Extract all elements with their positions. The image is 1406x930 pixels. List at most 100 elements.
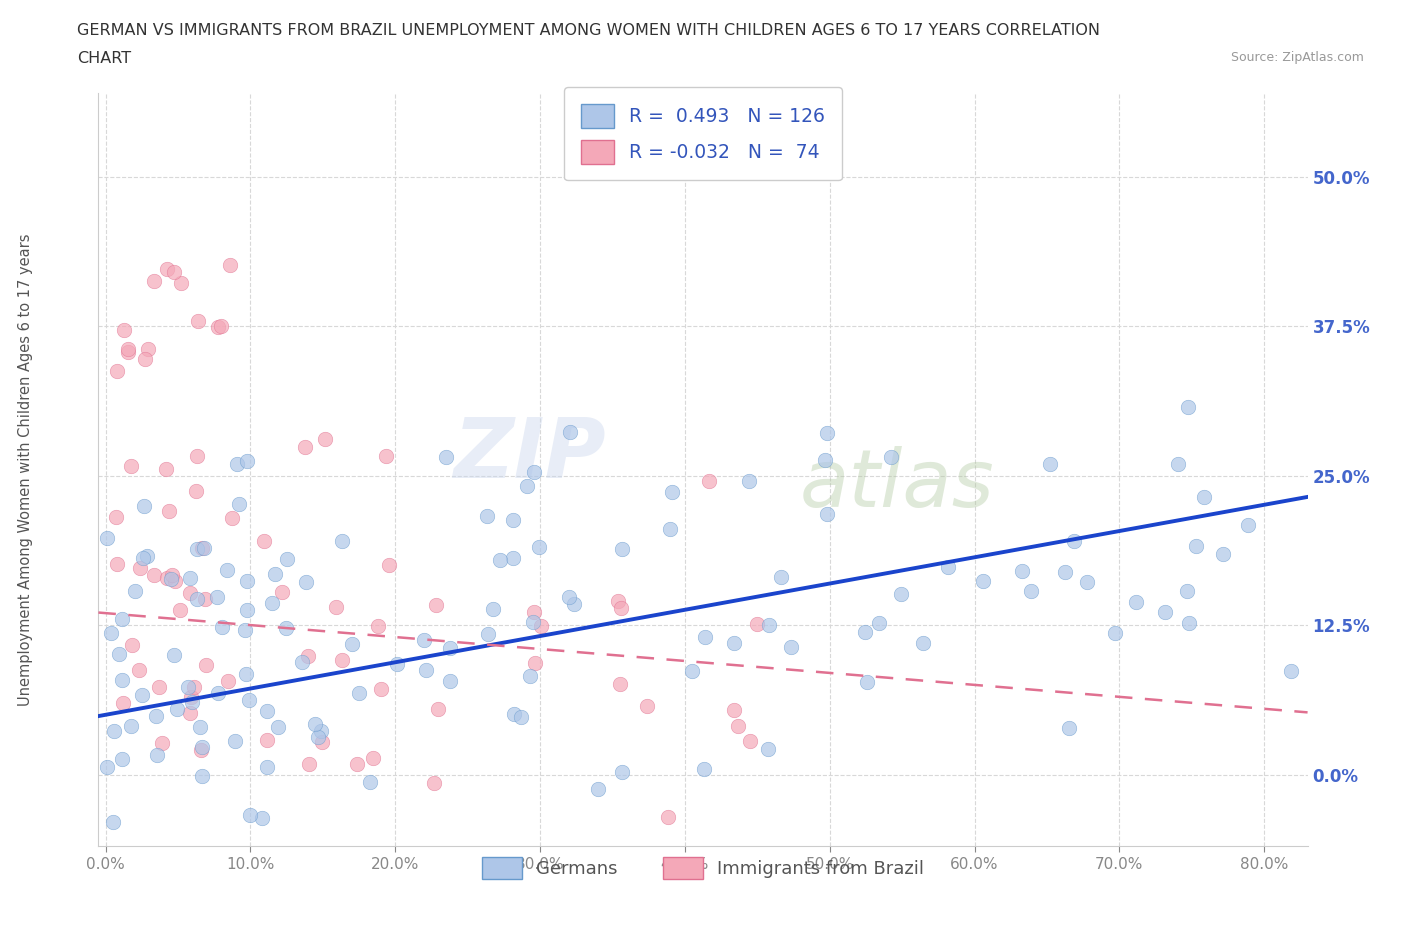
Point	[267, 719, 290, 734]
Point	[1212, 547, 1234, 562]
Point	[262, 595, 284, 610]
Point	[180, 695, 202, 710]
Point	[190, 768, 212, 783]
Point	[186, 448, 208, 463]
Point	[117, 345, 139, 360]
Point	[131, 551, 153, 565]
Point	[191, 540, 214, 555]
Point	[294, 440, 316, 455]
Point	[224, 734, 246, 749]
Point	[723, 635, 745, 650]
Point	[156, 571, 179, 586]
Point	[179, 570, 201, 585]
Point	[509, 710, 531, 724]
Point	[179, 706, 201, 721]
Point	[156, 261, 179, 276]
Point	[658, 521, 681, 536]
Point	[276, 621, 298, 636]
Point	[610, 542, 633, 557]
Point	[562, 596, 585, 611]
Point	[607, 593, 630, 608]
Point	[340, 636, 363, 651]
Point	[129, 560, 152, 575]
Point	[745, 617, 768, 631]
Point	[370, 682, 392, 697]
Text: atlas: atlas	[800, 445, 994, 524]
Point	[855, 675, 877, 690]
Point	[1053, 565, 1076, 579]
Point	[489, 553, 512, 568]
Point	[699, 473, 721, 488]
Point	[1192, 489, 1215, 504]
Point	[298, 756, 321, 771]
Point	[1104, 626, 1126, 641]
Point	[111, 673, 134, 688]
Point	[558, 424, 581, 439]
Point	[163, 265, 186, 280]
Point	[157, 503, 180, 518]
Point	[270, 584, 292, 599]
Point	[215, 563, 238, 578]
Point	[135, 549, 157, 564]
Point	[193, 540, 215, 555]
Point	[256, 703, 278, 718]
Point	[1178, 615, 1201, 630]
Point	[519, 669, 541, 684]
Point	[815, 507, 838, 522]
Point	[413, 632, 436, 647]
Point	[815, 425, 838, 440]
Point	[890, 586, 912, 601]
Point	[425, 597, 447, 612]
Point	[96, 531, 118, 546]
Point	[184, 484, 207, 498]
Point	[723, 702, 745, 717]
Point	[117, 341, 139, 356]
Point	[177, 680, 200, 695]
Point	[349, 686, 371, 701]
Point	[477, 627, 499, 642]
Point	[657, 809, 679, 824]
Point	[530, 618, 553, 633]
Point	[253, 533, 276, 548]
Point	[1167, 457, 1189, 472]
Point	[1279, 663, 1302, 678]
Point	[1177, 400, 1199, 415]
Point	[367, 618, 389, 633]
Point	[1057, 720, 1080, 735]
Point	[309, 724, 332, 738]
Point	[1175, 583, 1198, 598]
Point	[814, 453, 837, 468]
Legend: Germans, Immigrants from Brazil: Germans, Immigrants from Brazil	[475, 850, 931, 886]
Point	[256, 760, 278, 775]
Point	[238, 808, 260, 823]
Point	[523, 464, 546, 479]
Point	[121, 638, 143, 653]
Point	[146, 748, 169, 763]
Point	[314, 432, 336, 446]
Point	[880, 449, 903, 464]
Point	[693, 630, 716, 644]
Point	[105, 556, 128, 571]
Point	[96, 759, 118, 774]
Point	[610, 600, 633, 615]
Point	[853, 625, 876, 640]
Point	[236, 574, 259, 589]
Point	[1236, 518, 1258, 533]
Point	[131, 687, 153, 702]
Point	[101, 815, 124, 830]
Point	[291, 654, 314, 669]
Point	[169, 603, 191, 618]
Point	[1154, 604, 1177, 619]
Point	[207, 319, 229, 334]
Point	[186, 541, 208, 556]
Point	[221, 511, 243, 525]
Point	[307, 729, 329, 744]
Point	[527, 539, 550, 554]
Point	[524, 656, 547, 671]
Point	[188, 720, 211, 735]
Point	[294, 575, 316, 590]
Point	[207, 685, 229, 700]
Point	[297, 648, 319, 663]
Point	[693, 762, 716, 777]
Point	[756, 742, 779, 757]
